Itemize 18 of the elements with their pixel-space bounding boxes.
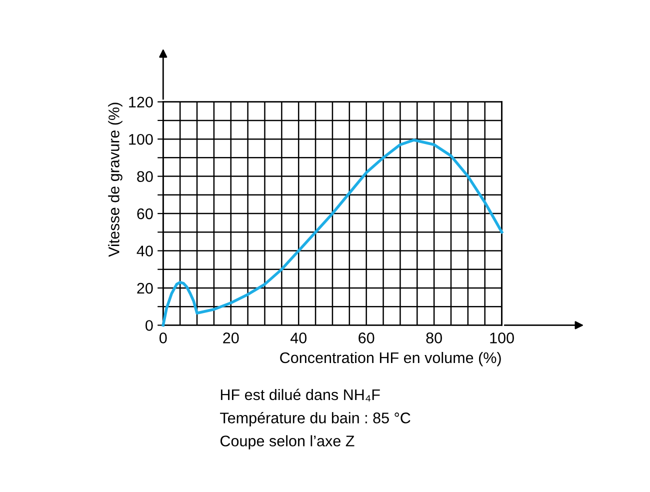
x-tick-label: 20 [223,332,239,344]
y-tick-label: 0 [146,320,153,331]
y-tick-label: 100 [129,134,153,145]
y-tick-label: 40 [136,246,153,256]
text: HF est dilué dans NH₄F [220,388,380,402]
y-tick-label: 20 [137,282,153,294]
y-tick-label: 60 [137,208,153,220]
x-tick-label: 80 [426,332,442,344]
y-tick-label: 120 [129,96,153,108]
x-tick-label: 0 [160,332,167,344]
text: Coupe selon l’axe Z [220,435,354,450]
x-tick-label: 40 [290,332,307,344]
x-tick-label: 100 [490,332,514,344]
text: Température du bain : 85 °C [220,412,410,426]
x-tick-label: 60 [358,332,374,344]
x-axis-title: Concentration HF en volume (%) [280,352,501,366]
y-tick-label: 80 [137,171,153,182]
y-axis-title: Vitesse de gravure (%) [108,102,122,257]
